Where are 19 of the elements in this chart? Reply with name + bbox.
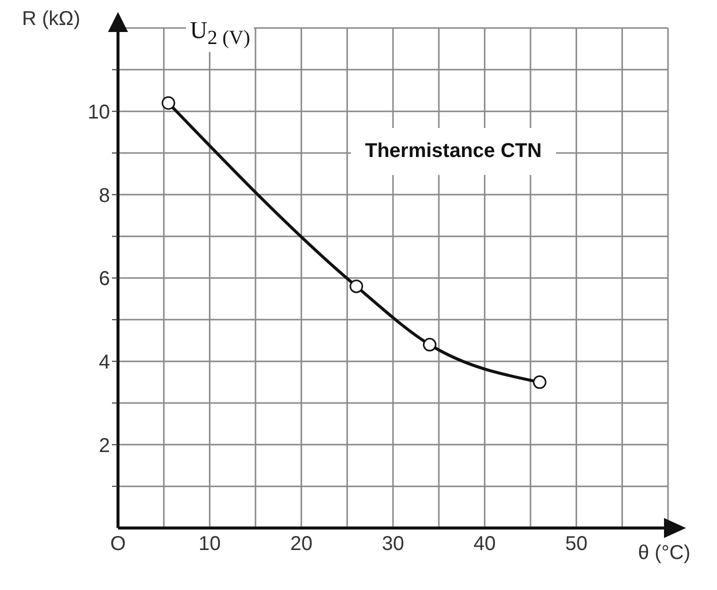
y-tick-label: 10 [88,101,110,124]
x-tick-label: 30 [382,533,404,556]
x-tick-label: 50 [565,533,588,556]
y-tick-label: 4 [98,351,110,374]
x-axis-title: θ (°C) [638,542,690,565]
point [350,280,364,294]
x-tick-label: 20 [290,533,312,556]
point [422,338,436,352]
y-tick-label: 8 [98,184,110,207]
y-tick-label: 2 [98,434,110,457]
x-tick-label: 10 [198,533,221,556]
x-tick-label: 40 [474,533,496,556]
annotation: U$_{2 (V)}$ [186,16,254,52]
point [162,96,176,110]
point [532,375,546,389]
y-tick-label: 6 [98,268,110,290]
annotation: Thermistance CTN [351,128,556,175]
x-tick-label: O [110,533,126,556]
y-axis-title: R (kΩ) [22,8,80,31]
